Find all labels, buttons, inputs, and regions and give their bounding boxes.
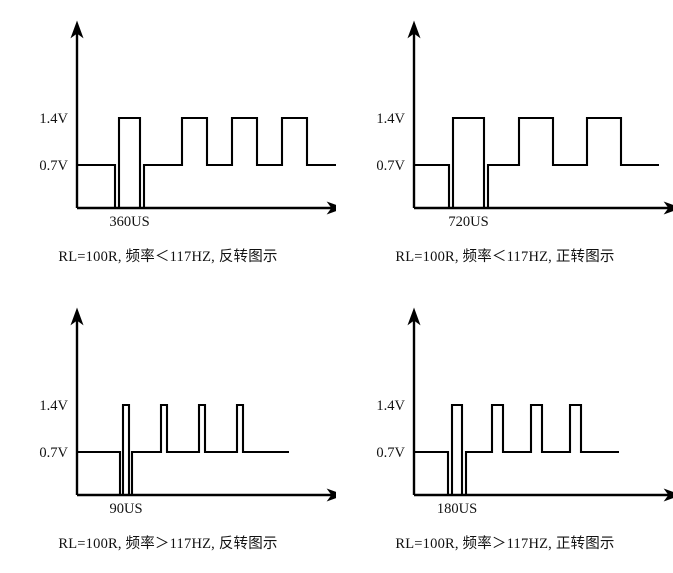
- waveform-plot-bottom-left: 1.4V 0.7V 90US: [39, 307, 336, 517]
- waveform-plot-bottom-right: 1.4V 0.7V 180US: [376, 307, 673, 517]
- y-tick-label-low: 0.7V: [376, 445, 405, 461]
- waveform-chart-top-left: 1.4V 0.7V 360US RL=100R, 频率＜117HZ, 反转图示: [0, 0, 336, 286]
- waveform-trace: [414, 403, 619, 497]
- waveform-chart-bottom-left: 1.4V 0.7V 90US RL=100R, 频率＞117HZ, 反转图示: [0, 287, 336, 573]
- x-axis-arrow-icon: [326, 488, 336, 502]
- waveform-plot-top-left: 1.4V 0.7V 360US: [39, 20, 336, 230]
- chart-caption-top-left: RL=100R, 频率＜117HZ, 反转图示: [58, 249, 278, 265]
- chart-caption-top-right: RL=100R, 频率＜117HZ, 正转图示: [395, 249, 615, 265]
- y-tick-label-low: 0.7V: [376, 158, 405, 174]
- y-tick-label-high: 1.4V: [376, 398, 405, 414]
- x-axis-arrow-icon: [663, 488, 673, 502]
- waveform-plot-top-right: 1.4V 0.7V 720US: [376, 20, 673, 230]
- y-tick-label-high: 1.4V: [376, 111, 405, 127]
- pulse-duration-label: 720US: [448, 214, 488, 230]
- y-axis-arrow-icon: [407, 307, 421, 326]
- waveform-chart-top-right: 1.4V 0.7V 720US RL=100R, 频率＜117HZ, 正转图示: [337, 0, 673, 286]
- waveform-trace: [77, 116, 336, 210]
- y-axis-arrow-icon: [70, 307, 84, 326]
- waveform-trace: [77, 403, 289, 497]
- y-axis-arrow-icon: [70, 20, 84, 39]
- y-tick-label-high: 1.4V: [39, 111, 68, 127]
- waveform-chart-bottom-right: 1.4V 0.7V 180US RL=100R, 频率＞117HZ, 正转图示: [337, 287, 673, 573]
- y-axis-arrow-icon: [407, 20, 421, 39]
- pulse-duration-label: 360US: [109, 214, 149, 230]
- y-tick-label-low: 0.7V: [39, 158, 68, 174]
- pulse-duration-label: 180US: [437, 501, 477, 517]
- chart-caption-bottom-left: RL=100R, 频率＞117HZ, 反转图示: [58, 536, 278, 552]
- pulse-duration-label: 90US: [109, 501, 142, 517]
- waveform-trace: [414, 116, 659, 210]
- y-tick-label-high: 1.4V: [39, 398, 68, 414]
- x-axis-arrow-icon: [663, 201, 673, 215]
- y-tick-label-low: 0.7V: [39, 445, 68, 461]
- chart-caption-bottom-right: RL=100R, 频率＞117HZ, 正转图示: [395, 536, 615, 552]
- x-axis-arrow-icon: [326, 201, 336, 215]
